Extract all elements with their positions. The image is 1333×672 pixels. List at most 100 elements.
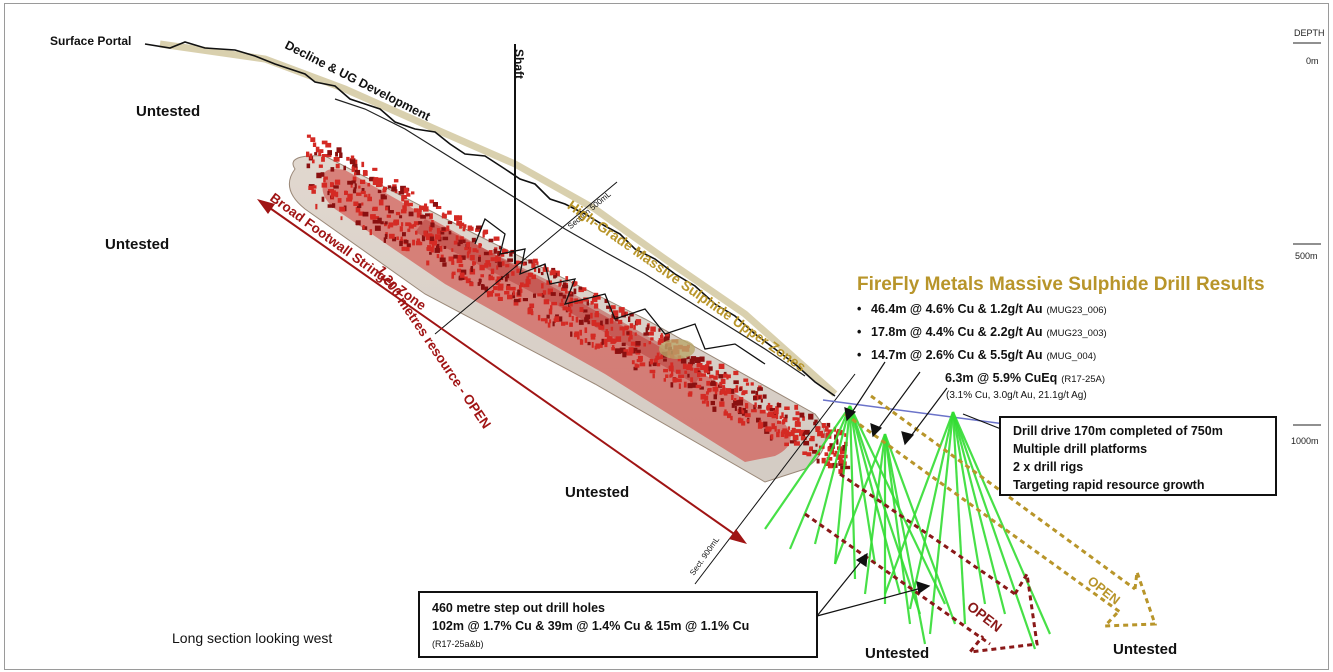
grade-block <box>418 221 423 225</box>
grade-block <box>543 299 550 305</box>
grade-block <box>399 215 403 219</box>
grade-block <box>742 390 748 394</box>
grade-block <box>447 210 452 215</box>
grade-block <box>595 311 599 315</box>
grade-block <box>384 221 388 225</box>
grade-block <box>335 151 338 157</box>
grade-block <box>713 394 717 400</box>
grade-block <box>368 193 371 199</box>
grade-block <box>514 298 520 303</box>
grade-block <box>352 163 358 168</box>
grade-block <box>815 443 818 447</box>
grade-block <box>367 196 372 202</box>
grade-block <box>635 341 641 346</box>
grade-block <box>787 426 791 430</box>
grade-block <box>488 263 492 267</box>
grade-block <box>393 179 399 183</box>
grade-block <box>493 286 498 291</box>
grade-block <box>487 291 490 298</box>
grade-block <box>548 308 553 315</box>
grade-block <box>663 336 670 343</box>
grade-block <box>604 342 608 348</box>
grade-block <box>727 413 732 419</box>
grade-block <box>316 172 322 179</box>
grade-block <box>656 363 661 367</box>
grade-block <box>393 220 398 226</box>
grade-block <box>618 307 625 313</box>
grade-block <box>458 263 464 268</box>
grade-block <box>741 410 745 414</box>
grade-block <box>425 236 430 241</box>
grade-block <box>836 439 839 445</box>
grade-block <box>637 356 643 362</box>
grade-block <box>464 247 469 251</box>
grade-block <box>731 394 734 400</box>
grade-block <box>536 261 539 265</box>
grade-block <box>777 429 780 434</box>
grade-block <box>760 398 763 403</box>
grade-block <box>541 293 545 298</box>
grade-block <box>720 398 724 402</box>
grade-block <box>451 260 455 265</box>
grade-block <box>697 372 701 377</box>
grade-block <box>837 454 842 460</box>
grade-block <box>606 305 611 309</box>
grade-block <box>766 406 769 410</box>
grade-block <box>496 276 501 282</box>
grade-block <box>756 417 761 423</box>
grade-block <box>814 419 818 423</box>
grade-block <box>583 297 589 302</box>
grade-block <box>734 388 739 393</box>
grade-block <box>734 406 737 411</box>
grade-block <box>784 414 788 419</box>
grade-block <box>405 246 410 252</box>
grade-block <box>321 196 325 202</box>
surface-portal-label: Surface Portal <box>50 34 132 48</box>
grade-block <box>562 284 569 289</box>
grade-block <box>827 446 831 452</box>
grade-block <box>633 324 636 330</box>
grade-block <box>624 325 630 329</box>
grade-block <box>401 246 406 251</box>
untested-label: Untested <box>865 645 930 662</box>
grade-block <box>440 230 445 235</box>
grade-block <box>525 278 531 285</box>
grade-block <box>488 250 493 256</box>
grade-block <box>729 388 735 394</box>
grade-block <box>373 216 380 220</box>
grade-block <box>396 236 399 240</box>
grade-block <box>688 391 693 395</box>
grade-block <box>578 286 583 290</box>
grade-block <box>370 214 376 220</box>
grade-block <box>759 420 762 424</box>
grade-block <box>687 363 693 368</box>
grade-block <box>550 269 556 276</box>
grade-block <box>386 214 391 218</box>
grade-block <box>744 413 751 418</box>
grade-block <box>484 263 489 268</box>
grade-block <box>439 257 446 262</box>
grade-block <box>792 417 798 421</box>
results-title: FireFly Metals Massive Sulphide Drill Re… <box>857 274 1265 295</box>
grade-block <box>844 465 851 470</box>
grade-block <box>660 354 663 360</box>
grade-block <box>331 192 337 197</box>
grade-block <box>750 382 754 386</box>
grade-block <box>391 187 395 191</box>
grade-block <box>460 269 467 275</box>
grade-block <box>358 211 365 216</box>
grade-block <box>649 369 656 374</box>
grade-block <box>745 403 748 408</box>
grade-block <box>821 457 826 464</box>
drill-hole <box>788 405 852 550</box>
grade-block <box>471 237 476 243</box>
grade-block <box>562 306 568 311</box>
grade-block <box>617 319 623 325</box>
grade-block <box>337 198 342 203</box>
grade-block <box>824 426 829 432</box>
grade-block <box>678 374 684 378</box>
grade-block <box>429 199 434 204</box>
grade-block <box>469 281 474 287</box>
grade-block <box>402 232 406 237</box>
grade-block <box>512 292 516 299</box>
